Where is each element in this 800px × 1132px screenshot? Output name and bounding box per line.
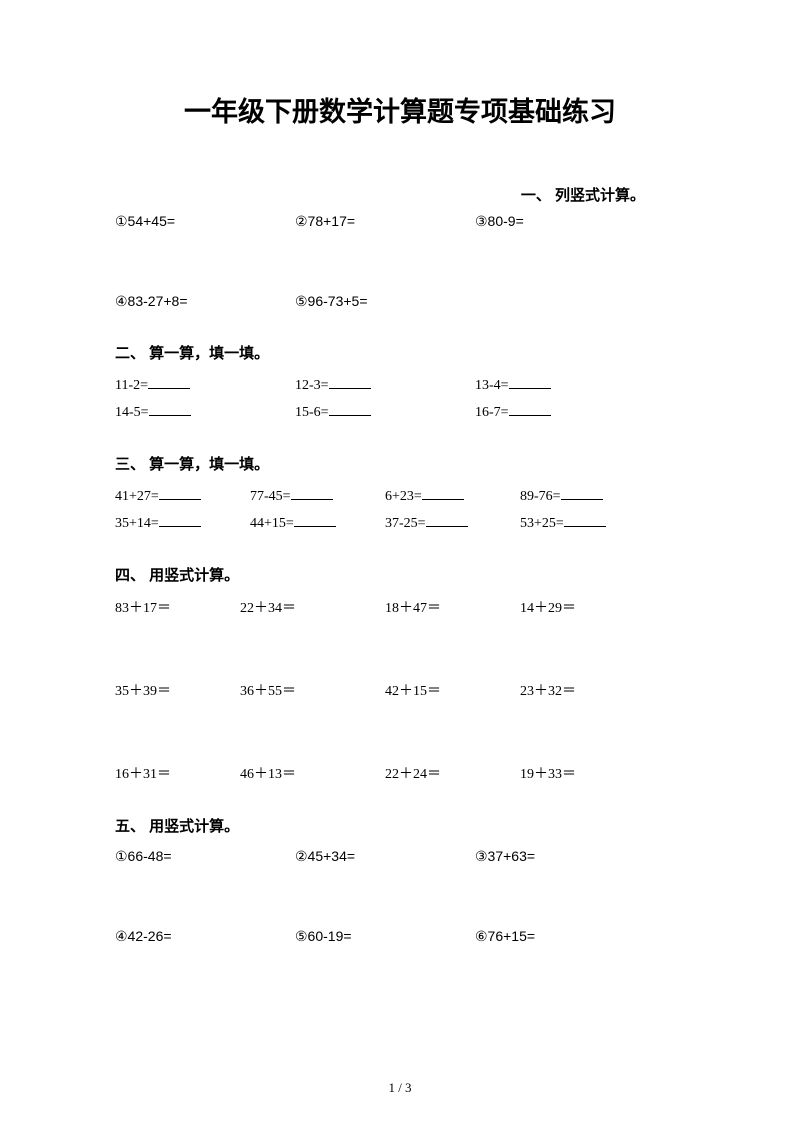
problem: 36＋55＝ (240, 680, 365, 700)
problem: 6+23= (385, 486, 520, 505)
problem: 12-3= (295, 375, 475, 394)
problem: 16＋31＝ (115, 763, 240, 783)
problem: 16-7= (475, 402, 655, 421)
problem: 89-76= (520, 486, 655, 505)
s1-row2: ④83-27+8= ⑤96-73+5= (115, 293, 685, 310)
s4-row3: 16＋31＝ 46＋13＝ 22＋24＝ 19＋33＝ (115, 763, 685, 783)
problem: ④42-26= (115, 928, 295, 945)
blank (149, 402, 191, 416)
blank (426, 513, 468, 527)
problem: 44+15= (250, 513, 385, 532)
blank (291, 486, 333, 500)
s3-row1: 41+27= 77-45= 6+23= 89-76= (115, 486, 685, 505)
problem: 77-45= (250, 486, 385, 505)
problem: 83＋17＝ (115, 597, 240, 617)
problem: ④83-27+8= (115, 293, 295, 310)
problem: 14-5= (115, 402, 295, 421)
blank (329, 402, 371, 416)
section-5-head: 五、 用竖式计算。 (115, 815, 685, 836)
section-2-head: 二、 算一算，填一填。 (115, 342, 685, 363)
problem: 37-25= (385, 513, 520, 532)
s5-row1: ①66-48= ②45+34= ③37+63= (115, 848, 685, 865)
blank (159, 486, 201, 500)
blank (564, 513, 606, 527)
problem: 35+14= (115, 513, 250, 532)
s4-row2: 35＋39＝ 36＋55＝ 42＋15＝ 23＋32＝ (115, 680, 685, 700)
section-1-head: 一、 列竖式计算。 (115, 184, 685, 205)
problem: 18＋47＝ (365, 597, 490, 617)
problem: ⑤60-19= (295, 928, 475, 945)
page-footer: 1 / 3 (0, 1080, 800, 1096)
problem: 23＋32＝ (490, 680, 615, 700)
problem: 41+27= (115, 486, 250, 505)
page-container: 一年级下册数学计算题专项基础练习 一、 列竖式计算。 ①54+45= ②78+1… (0, 0, 800, 993)
blank (148, 375, 190, 389)
section-3-head: 三、 算一算，填一填。 (115, 453, 685, 474)
s3-row2: 35+14= 44+15= 37-25= 53+25= (115, 513, 685, 532)
problem: ①54+45= (115, 213, 295, 230)
s5-row2: ④42-26= ⑤60-19= ⑥76+15= (115, 928, 685, 945)
problem: ①66-48= (115, 848, 295, 865)
problem: ③80-9= (475, 213, 655, 230)
s1-row1: ①54+45= ②78+17= ③80-9= (115, 213, 685, 230)
problem: 42＋15＝ (365, 680, 490, 700)
problem: 35＋39＝ (115, 680, 240, 700)
problem: ③37+63= (475, 848, 655, 865)
s4-row1: 83＋17＝ 22＋34＝ 18＋47＝ 14＋29＝ (115, 597, 685, 617)
problem: 46＋13＝ (240, 763, 365, 783)
main-title: 一年级下册数学计算题专项基础练习 (115, 90, 685, 129)
problem: 53+25= (520, 513, 655, 532)
blank (329, 375, 371, 389)
problem: ⑥76+15= (475, 928, 655, 945)
problem: ⑤96-73+5= (295, 293, 475, 310)
section-4-head: 四、 用竖式计算。 (115, 564, 685, 585)
problem: ②45+34= (295, 848, 475, 865)
problem: 13-4= (475, 375, 655, 394)
problem: 15-6= (295, 402, 475, 421)
problem: ②78+17= (295, 213, 475, 230)
problem: 19＋33＝ (490, 763, 615, 783)
s2-row1: 11-2= 12-3= 13-4= (115, 375, 685, 394)
s2-row2: 14-5= 15-6= 16-7= (115, 402, 685, 421)
blank (422, 486, 464, 500)
problem: 14＋29＝ (490, 597, 615, 617)
blank (294, 513, 336, 527)
blank (561, 486, 603, 500)
blank (509, 402, 551, 416)
problem: 22＋24＝ (365, 763, 490, 783)
blank (159, 513, 201, 527)
blank (509, 375, 551, 389)
problem: 11-2= (115, 375, 295, 394)
problem: 22＋34＝ (240, 597, 365, 617)
